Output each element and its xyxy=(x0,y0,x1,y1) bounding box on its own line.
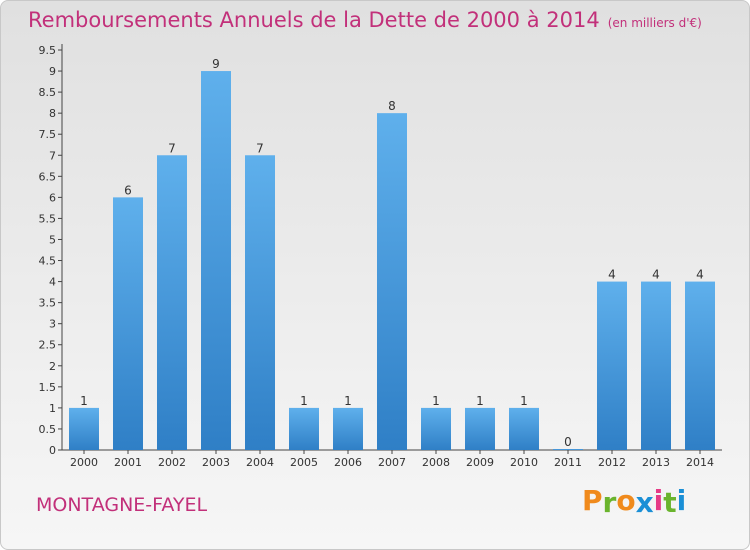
y-tick-label: 6.5 xyxy=(39,170,57,183)
y-tick-label: 9.5 xyxy=(39,44,57,57)
y-tick-label: 2.5 xyxy=(39,339,57,352)
data-label: 1 xyxy=(344,394,352,408)
x-tick-label: 2001 xyxy=(114,456,142,469)
logo-letter: i xyxy=(653,484,664,517)
bar xyxy=(685,281,715,450)
y-tick-label: 9 xyxy=(49,65,56,78)
y-tick-label: 6 xyxy=(49,191,56,204)
bar xyxy=(597,281,627,450)
data-label: 1 xyxy=(432,394,440,408)
commune-name: MONTAGNE-FAYEL xyxy=(36,494,208,516)
data-label: 9 xyxy=(212,57,220,71)
y-tick-label: 2 xyxy=(49,360,56,373)
data-label: 0 xyxy=(564,435,572,449)
data-label: 4 xyxy=(652,268,660,282)
x-tick-label: 2004 xyxy=(246,456,274,469)
x-tick-label: 2012 xyxy=(598,456,626,469)
x-tick-label: 2003 xyxy=(202,456,230,469)
y-tick-label: 3 xyxy=(49,318,56,331)
y-tick-label: 4 xyxy=(49,276,56,289)
logo-letter: i xyxy=(676,484,687,517)
bar xyxy=(465,407,495,450)
y-tick-label: 8 xyxy=(49,107,56,120)
data-label: 7 xyxy=(168,141,176,155)
y-tick-label: 0 xyxy=(49,444,56,457)
y-tick-label: 1.5 xyxy=(39,381,57,394)
data-label: 1 xyxy=(520,394,528,408)
bar xyxy=(553,449,583,450)
y-tick-label: 7 xyxy=(49,149,56,162)
data-label: 1 xyxy=(476,394,484,408)
data-label: 8 xyxy=(388,99,396,113)
logo-letter: t xyxy=(663,486,677,519)
x-tick-label: 2014 xyxy=(686,456,714,469)
y-tick-label: 1 xyxy=(49,402,56,415)
bar xyxy=(113,197,143,450)
bar xyxy=(201,71,231,450)
bar xyxy=(245,155,275,450)
x-tick-label: 2006 xyxy=(334,456,362,469)
chart-title: Remboursements Annuels de la Dette de 20… xyxy=(28,8,702,32)
x-tick-label: 2011 xyxy=(554,456,582,469)
logo-letter: x xyxy=(635,486,654,519)
data-label: 1 xyxy=(300,394,308,408)
x-tick-label: 2010 xyxy=(510,456,538,469)
logo-letter: P xyxy=(582,484,603,517)
data-label: 7 xyxy=(256,141,264,155)
bar xyxy=(421,407,451,450)
x-tick-label: 2007 xyxy=(378,456,406,469)
data-label: 4 xyxy=(608,268,616,282)
bar xyxy=(509,407,539,450)
x-tick-label: 2000 xyxy=(70,456,98,469)
bar xyxy=(289,407,319,450)
x-tick-label: 2013 xyxy=(642,456,670,469)
bar xyxy=(641,281,671,450)
x-tick-label: 2009 xyxy=(466,456,494,469)
chart-title-text: Remboursements Annuels de la Dette de 20… xyxy=(28,8,600,32)
y-tick-label: 4.5 xyxy=(39,255,57,268)
data-label: 6 xyxy=(124,183,132,197)
y-tick-label: 3.5 xyxy=(39,297,57,310)
bar xyxy=(69,407,99,450)
x-tick-label: 2002 xyxy=(158,456,186,469)
y-tick-label: 0.5 xyxy=(39,423,57,436)
data-label: 4 xyxy=(696,268,704,282)
logo-letter: r xyxy=(602,486,617,519)
data-label: 1 xyxy=(80,394,88,408)
y-tick-label: 7.5 xyxy=(39,128,57,141)
x-tick-label: 2008 xyxy=(422,456,450,469)
bar xyxy=(377,113,407,450)
proxiti-logo: Proxiti xyxy=(582,484,687,519)
bar xyxy=(157,155,187,450)
x-tick-label: 2005 xyxy=(290,456,318,469)
y-tick-label: 5 xyxy=(49,233,56,246)
y-tick-label: 5.5 xyxy=(39,212,57,225)
logo-letter: o xyxy=(616,484,636,517)
bar xyxy=(333,407,363,450)
y-tick-label: 8.5 xyxy=(39,86,57,99)
chart-unit: (en milliers d'€) xyxy=(607,16,702,30)
